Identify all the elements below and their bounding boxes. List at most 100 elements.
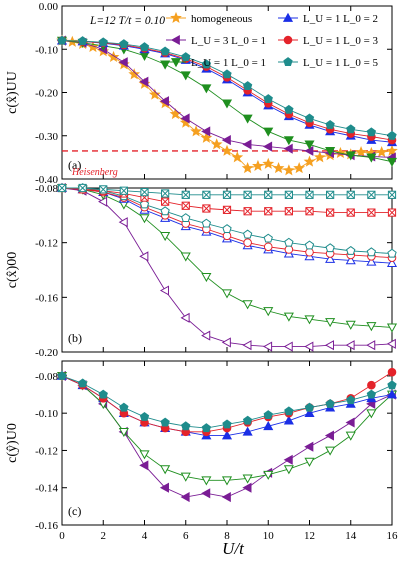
data-point — [180, 252, 191, 262]
data-point — [221, 144, 233, 156]
data-point — [305, 190, 314, 199]
data-point — [325, 147, 336, 157]
legend-marker — [283, 35, 293, 45]
data-point — [222, 205, 232, 214]
data-point — [201, 476, 212, 486]
data-point — [283, 454, 293, 465]
data-point — [366, 322, 377, 332]
legend-label: L_U = 1 L_0 = 2 — [303, 13, 378, 25]
data-point — [304, 402, 315, 412]
x-tick-label: 8 — [224, 530, 230, 542]
data-point — [355, 146, 367, 158]
data-point — [345, 151, 356, 161]
panel-label: (c) — [68, 504, 81, 518]
data-point — [387, 380, 397, 390]
data-point — [201, 126, 211, 137]
data-point — [304, 341, 314, 352]
data-point — [221, 289, 233, 299]
data-point — [159, 482, 169, 493]
panel-label: (b) — [68, 331, 82, 345]
y-tick-label: -0.10 — [35, 408, 58, 420]
data-point — [345, 320, 356, 330]
data-point — [366, 389, 377, 399]
data-point — [313, 151, 326, 163]
data-point — [284, 104, 294, 114]
data-point — [366, 256, 377, 266]
data-point — [346, 208, 355, 217]
y-tick-label: -0.20 — [35, 88, 58, 100]
data-point — [98, 37, 108, 47]
data-point — [375, 146, 388, 158]
data-point — [202, 204, 211, 213]
data-point — [160, 60, 171, 70]
legend-item-l3l1: L_U = 3 L_0 = 1 — [166, 34, 266, 47]
data-point — [283, 136, 294, 146]
data-point — [241, 162, 254, 174]
panel-2: -0.08 -0.12 -0.16 -0.20 (b) c(x̂)00 — [5, 182, 398, 359]
data-point — [77, 36, 88, 46]
y-tick-label: -0.12 — [35, 238, 58, 250]
data-point — [346, 395, 356, 405]
data-point — [222, 69, 232, 79]
data-point — [242, 81, 253, 90]
data-point — [386, 389, 398, 399]
data-point — [160, 231, 171, 242]
data-point — [386, 257, 398, 268]
data-point — [345, 340, 355, 351]
data-point — [180, 113, 190, 124]
x-tick-label: 10 — [263, 530, 275, 542]
data-point — [139, 460, 149, 471]
data-point — [77, 378, 88, 388]
data-point — [161, 189, 170, 198]
data-point — [210, 138, 223, 150]
data-point — [139, 214, 150, 224]
legend-marker — [282, 12, 294, 22]
data-point — [160, 206, 170, 216]
data-point — [222, 190, 232, 199]
legend-label: L_U = 3 L_0 = 1 — [191, 35, 266, 47]
data-point — [118, 57, 128, 68]
data-point — [387, 208, 397, 217]
data-point — [346, 190, 355, 199]
data-point — [303, 155, 316, 167]
y-tick-label: -0.16 — [35, 520, 58, 532]
data-point — [98, 196, 108, 207]
data-point — [366, 409, 377, 419]
data-point — [386, 157, 398, 167]
legend-item-l1l1: L_U = 1 L_0 = 1 — [166, 57, 266, 69]
data-point — [283, 312, 294, 322]
data-point — [304, 315, 315, 325]
data-point — [324, 340, 334, 351]
data-point — [387, 130, 397, 140]
data-point — [222, 231, 232, 241]
data-point — [181, 190, 190, 199]
data-point — [325, 398, 335, 408]
data-point — [139, 411, 150, 421]
data-point — [263, 470, 274, 480]
panel-label: (a) — [68, 158, 81, 172]
x-tick-label: 16 — [387, 530, 399, 542]
data-point — [284, 190, 293, 199]
data-point — [242, 482, 252, 493]
data-point — [304, 441, 314, 452]
data-point — [263, 420, 274, 431]
x-axis-title: U/t — [222, 539, 245, 558]
x-tick-label: 2 — [101, 530, 107, 542]
data-point — [386, 338, 396, 349]
legend-label: L_U = 1 L_0 = 3 — [303, 35, 379, 47]
data-point — [140, 188, 149, 197]
data-point — [201, 272, 212, 283]
data-point — [283, 341, 293, 352]
data-point — [181, 52, 191, 62]
data-point — [263, 141, 273, 152]
data-point — [118, 427, 129, 438]
data-point — [181, 213, 191, 223]
data-point — [326, 208, 335, 217]
data-point — [305, 207, 314, 216]
data-point — [201, 423, 212, 433]
data-point — [201, 218, 212, 228]
data-point — [190, 125, 202, 137]
series-l1l1-1 — [56, 372, 398, 486]
data-point — [346, 124, 356, 134]
y-axis-title: c(x̂)UU — [5, 71, 20, 114]
